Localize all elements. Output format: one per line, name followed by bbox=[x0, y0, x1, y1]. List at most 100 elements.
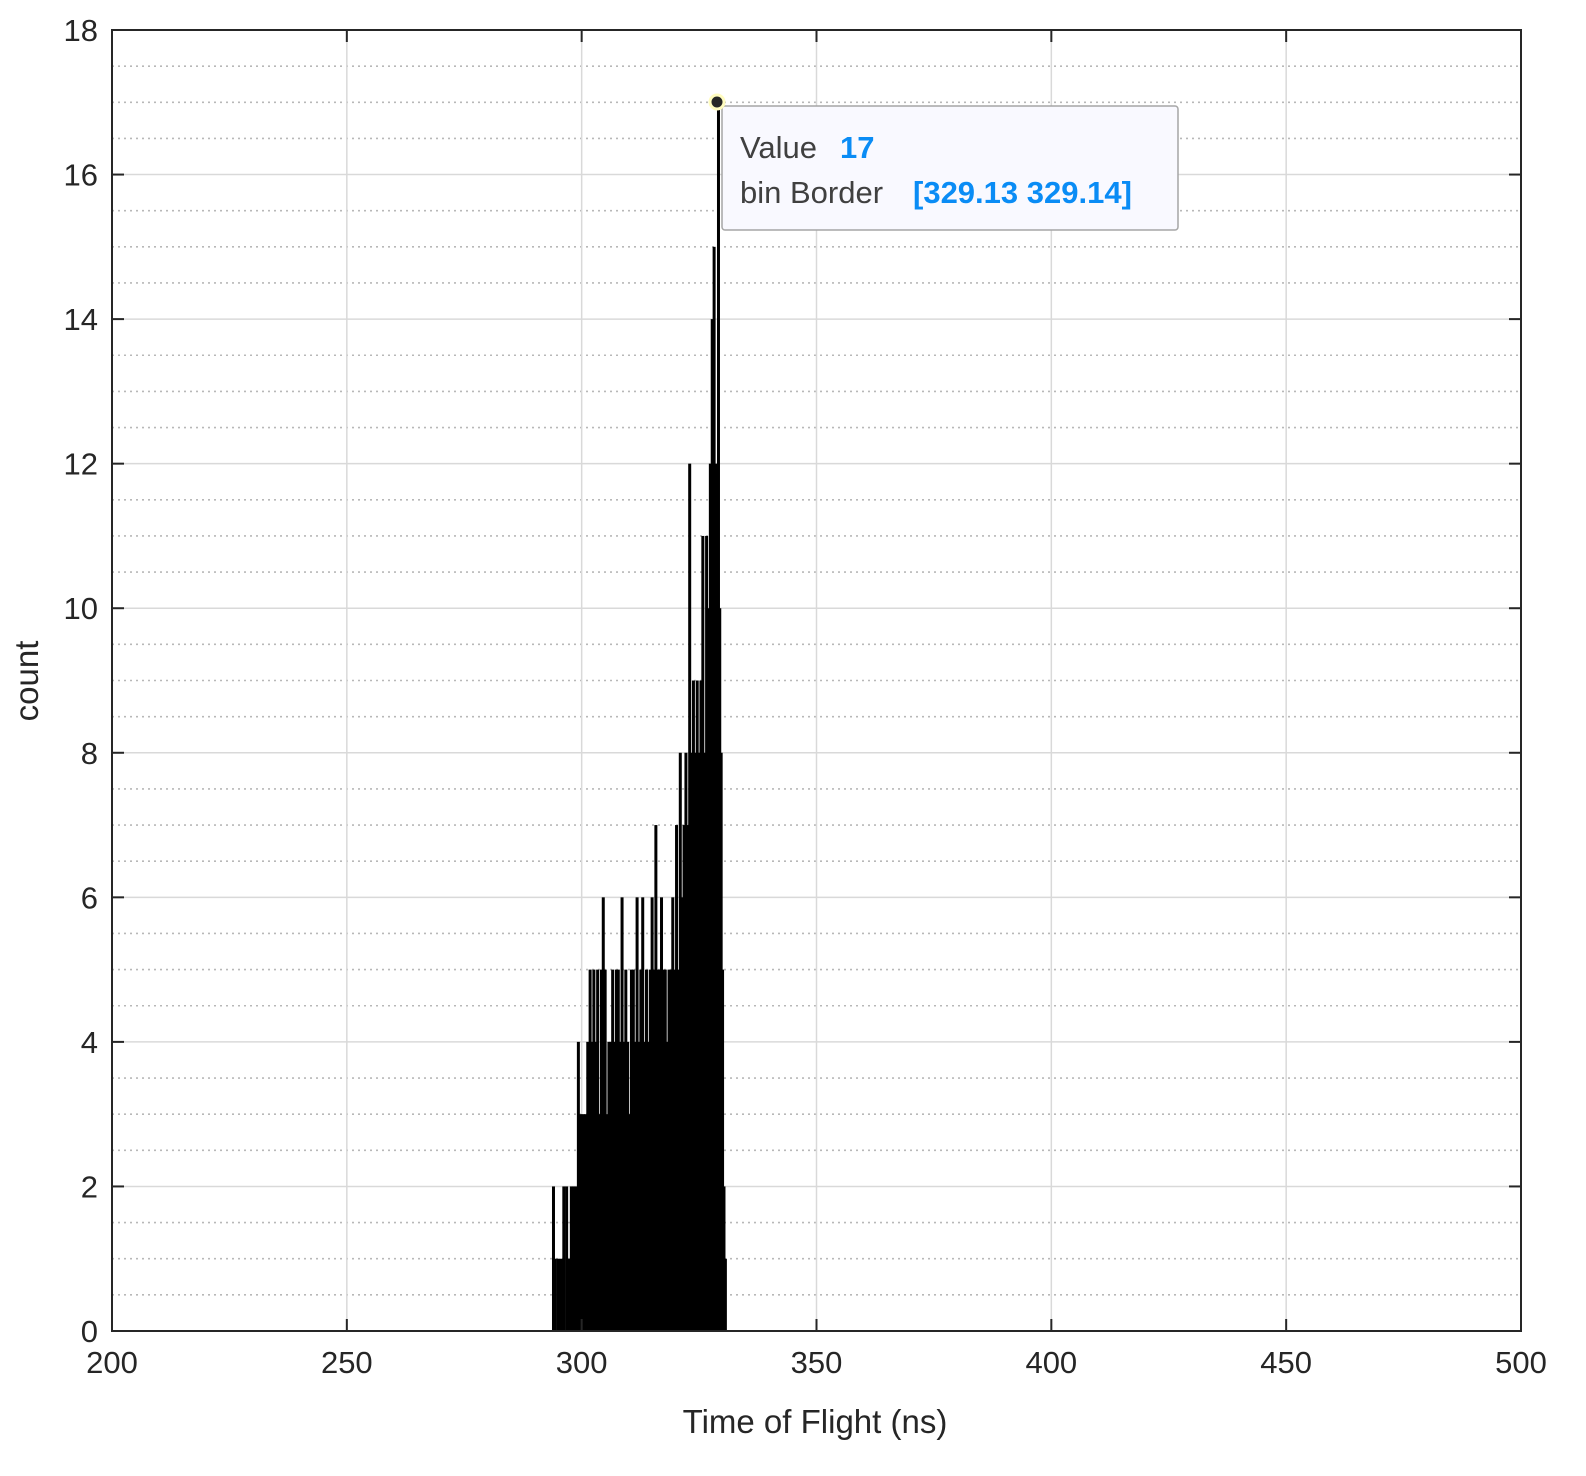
histogram-bar bbox=[590, 1041, 594, 1331]
histogram-bar bbox=[613, 1041, 617, 1331]
y-tick-label: 16 bbox=[64, 158, 98, 193]
histogram-bar bbox=[601, 897, 605, 1331]
histogram-bar bbox=[616, 969, 620, 1331]
histogram-bar bbox=[690, 752, 694, 1331]
y-tick-label: 4 bbox=[81, 1025, 98, 1060]
tick-labels: 200 250 300 350 400 450 500 0 2 4 6 8 10 12 14 16 18 bbox=[64, 13, 1547, 1380]
histogram-bar bbox=[678, 752, 682, 1331]
histogram-bar bbox=[684, 752, 688, 1331]
datatip-border-label: bin Border bbox=[740, 175, 883, 210]
y-tick-label: 12 bbox=[64, 447, 98, 482]
histogram-bar bbox=[663, 969, 667, 1331]
histogram-bar bbox=[551, 1186, 555, 1331]
datatip-value: 17 bbox=[840, 130, 874, 165]
histogram-bars bbox=[551, 102, 727, 1332]
histogram-bar bbox=[643, 1041, 647, 1331]
histogram-bar bbox=[671, 897, 675, 1331]
y-tick-label: 8 bbox=[81, 736, 98, 771]
histogram-bar bbox=[721, 969, 725, 1331]
histogram-bar bbox=[572, 1186, 576, 1331]
histogram-bar bbox=[656, 969, 660, 1331]
y-tick-label: 6 bbox=[81, 880, 98, 915]
histogram-bar bbox=[708, 463, 712, 1332]
histogram-bar bbox=[631, 969, 635, 1331]
histogram-bar bbox=[699, 680, 703, 1331]
y-tick-label: 18 bbox=[64, 13, 98, 48]
histogram-bar bbox=[620, 897, 624, 1331]
histogram-bar bbox=[596, 969, 600, 1331]
histogram-bar bbox=[624, 969, 628, 1331]
histogram-bar bbox=[574, 1186, 578, 1331]
histogram-bar bbox=[646, 1041, 650, 1331]
histogram-bar bbox=[553, 1258, 557, 1331]
histogram-bar bbox=[603, 969, 607, 1331]
x-tick-label: 250 bbox=[321, 1345, 373, 1380]
datatip-marker[interactable] bbox=[708, 93, 726, 111]
histogram-bar bbox=[626, 1041, 630, 1331]
x-tick-label: 200 bbox=[86, 1345, 138, 1380]
histogram-bar bbox=[673, 969, 677, 1331]
histogram-bar bbox=[688, 463, 692, 1332]
x-axis-label: Time of Flight (ns) bbox=[683, 1403, 948, 1440]
histogram-bar bbox=[675, 825, 679, 1331]
histogram-bar bbox=[682, 825, 686, 1331]
histogram-bar bbox=[598, 1114, 602, 1331]
histogram-bar bbox=[701, 535, 705, 1331]
histogram-bar bbox=[652, 969, 656, 1331]
histogram-bar bbox=[635, 897, 639, 1331]
histogram-bar bbox=[654, 825, 658, 1331]
histogram-bar bbox=[669, 969, 673, 1331]
histogram-bar bbox=[562, 1186, 566, 1331]
histogram-bar bbox=[556, 1258, 560, 1331]
y-tick-label: 2 bbox=[81, 1169, 98, 1204]
histogram-bar bbox=[705, 535, 709, 1331]
histogram-bar bbox=[691, 680, 695, 1331]
histogram-bar bbox=[633, 1041, 637, 1331]
x-tick-label: 500 bbox=[1495, 1345, 1547, 1380]
histogram-bar bbox=[639, 969, 643, 1331]
histogram-bar bbox=[622, 1041, 626, 1331]
histogram-bar bbox=[609, 1041, 613, 1331]
histogram-bar bbox=[567, 1258, 571, 1331]
histogram-bar bbox=[710, 319, 714, 1332]
datatip[interactable]: Value 17 bin Border [329.13 329.14] bbox=[708, 93, 1179, 231]
x-tick-label: 450 bbox=[1260, 1345, 1312, 1380]
histogram-bar bbox=[644, 969, 648, 1331]
histogram-bar bbox=[703, 752, 707, 1331]
histogram-bar bbox=[667, 969, 671, 1331]
datatip-value-label: Value bbox=[740, 130, 817, 165]
histogram-bar bbox=[583, 1114, 587, 1331]
histogram-bar bbox=[650, 897, 654, 1331]
histogram-bar bbox=[676, 969, 680, 1331]
y-tick-label: 10 bbox=[64, 591, 98, 626]
histogram-bar bbox=[695, 680, 699, 1331]
histogram-bar bbox=[706, 608, 710, 1331]
histogram-bar bbox=[576, 1041, 580, 1331]
histogram-bar bbox=[686, 825, 690, 1331]
histogram-bar bbox=[629, 969, 633, 1331]
histogram-bar bbox=[592, 969, 596, 1331]
y-tick-label: 14 bbox=[64, 302, 98, 337]
histogram-bar bbox=[680, 897, 684, 1331]
histogram-bar bbox=[599, 969, 603, 1331]
histogram-bar bbox=[605, 1114, 609, 1331]
datatip-box bbox=[721, 105, 1179, 231]
histogram-bar bbox=[665, 1041, 669, 1331]
histogram-bar bbox=[579, 1114, 583, 1331]
histogram-bar bbox=[614, 969, 618, 1331]
histogram-bar bbox=[586, 1041, 590, 1331]
histogram-bar bbox=[565, 1186, 569, 1331]
datatip-border: [329.13 329.14] bbox=[913, 175, 1132, 210]
histogram-bar bbox=[559, 1258, 563, 1331]
axes bbox=[111, 29, 1522, 1332]
histogram-bar bbox=[637, 1041, 641, 1331]
histogram-bar bbox=[648, 969, 652, 1331]
histogram-bar bbox=[723, 1258, 727, 1331]
histogram-bar bbox=[581, 1114, 585, 1331]
histogram-bar bbox=[661, 969, 665, 1331]
x-tick-label: 400 bbox=[1025, 1345, 1077, 1380]
y-tick-label: 0 bbox=[81, 1314, 98, 1349]
histogram-bar bbox=[594, 1041, 598, 1331]
